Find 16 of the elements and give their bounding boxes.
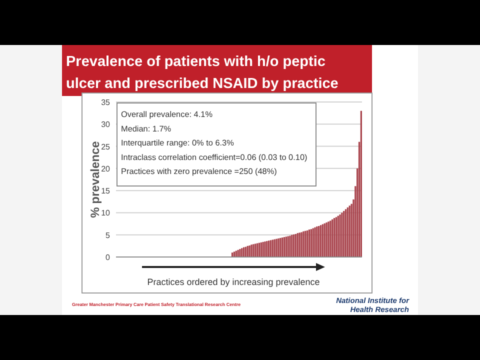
annotation: Practices with zero prevalence =250 (48%) — [121, 167, 278, 176]
annotation: Intraclass correlation coefficient=0.06 (0.03 to 0.10) — [121, 152, 308, 162]
annotation: Interquartile range: 0% to 6.3% — [121, 138, 234, 148]
chart-title: Prevalence of patients with h/o peptic ulcer and prescribed NSAID by practice — [66, 54, 338, 92]
annotation: Overall prevalence: 4.1% — [121, 110, 212, 119]
y-tick-label: 15 — [101, 186, 111, 196]
y-tick-label: 5 — [106, 230, 111, 240]
y-tick-label: 25 — [101, 142, 111, 152]
y-tick-label: 30 — [101, 120, 111, 130]
y-tick-label: 35 — [101, 98, 111, 107]
y-tick-label: 10 — [101, 208, 111, 218]
x-axis-title: Practices ordered by increasing prevalence — [147, 277, 320, 287]
y-tick-label: 0 — [106, 253, 111, 262]
y-tick-label: 20 — [101, 164, 111, 174]
y-axis-title: % prevalence — [88, 140, 102, 218]
annotation: Median: 1.7% — [121, 124, 172, 134]
